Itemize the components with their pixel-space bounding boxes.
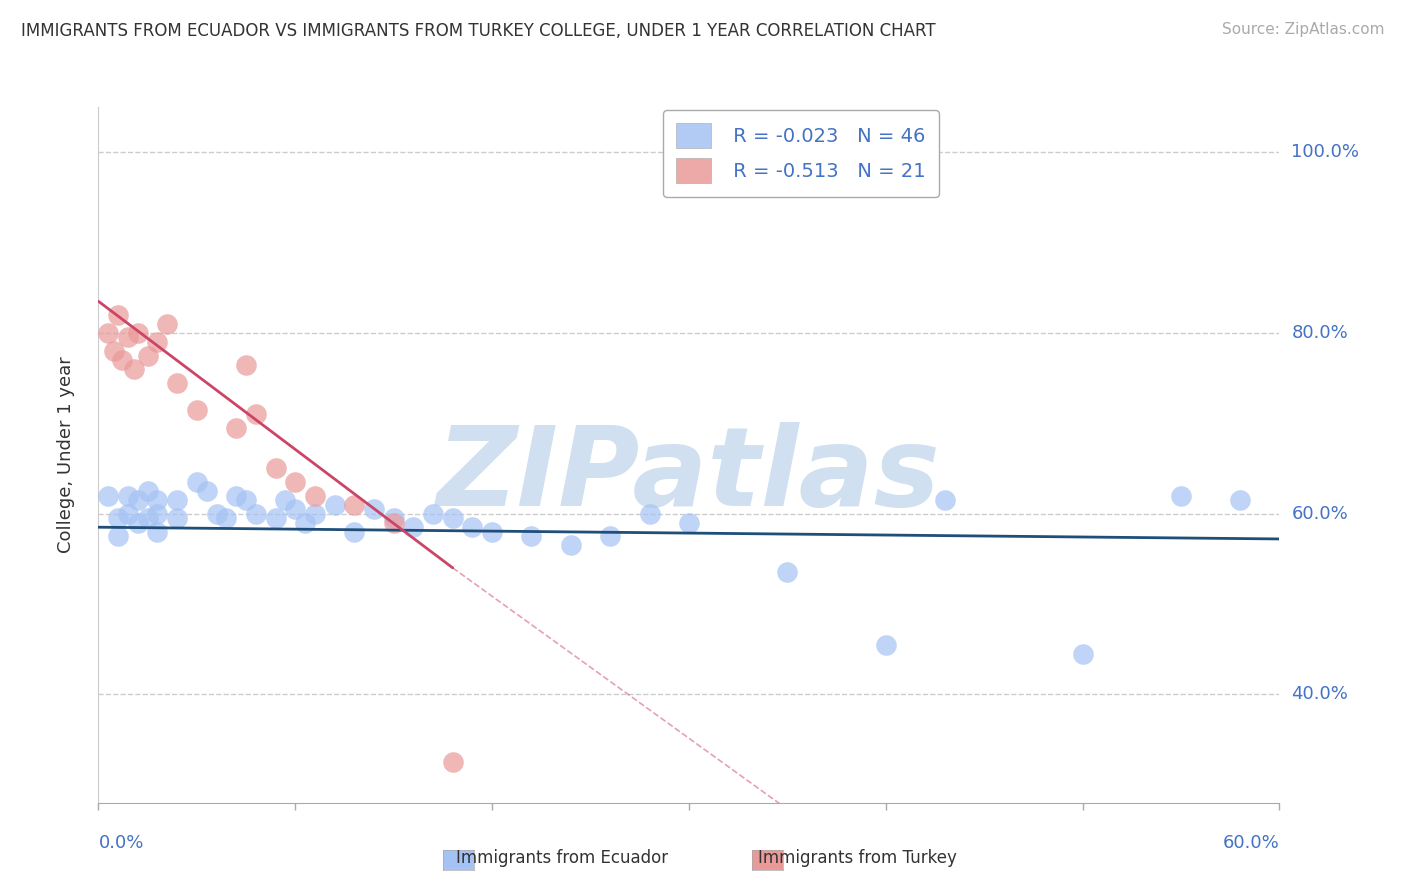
Point [382, 511, 405, 525]
Point [117, 330, 139, 344]
Text: ZIPatlas: ZIPatlas [437, 422, 941, 529]
Text: 0.0%: 0.0% [98, 834, 143, 852]
Point [304, 489, 326, 503]
Point [1229, 493, 1251, 508]
Point [107, 308, 129, 322]
Point [136, 349, 159, 363]
Point [195, 484, 218, 499]
Point [776, 566, 799, 580]
Point [136, 484, 159, 499]
Point [599, 529, 621, 543]
Point [284, 502, 307, 516]
Point [1170, 489, 1192, 503]
Point [678, 516, 700, 530]
Point [146, 524, 169, 539]
Text: 100.0%: 100.0% [1291, 144, 1360, 161]
Point [117, 507, 139, 521]
Point [166, 493, 188, 508]
Point [186, 475, 208, 489]
Point [245, 407, 267, 421]
Point [560, 538, 582, 552]
Point [264, 511, 287, 525]
Point [127, 516, 149, 530]
Point [520, 529, 543, 543]
Point [103, 344, 125, 359]
Point [186, 402, 208, 417]
Point [441, 511, 464, 525]
Point [481, 524, 503, 539]
Point [127, 493, 149, 508]
Point [875, 638, 897, 652]
Point [235, 358, 257, 372]
Point [97, 489, 120, 503]
Text: 60.0%: 60.0% [1291, 505, 1348, 523]
Text: 40.0%: 40.0% [1291, 685, 1348, 704]
Point [382, 516, 405, 530]
Text: Source: ZipAtlas.com: Source: ZipAtlas.com [1222, 22, 1385, 37]
Point [166, 376, 188, 390]
Point [638, 507, 661, 521]
Point [461, 520, 484, 534]
Text: 80.0%: 80.0% [1291, 324, 1348, 342]
Point [441, 755, 464, 769]
Y-axis label: College, Under 1 year: College, Under 1 year [56, 357, 75, 553]
Text: IMMIGRANTS FROM ECUADOR VS IMMIGRANTS FROM TURKEY COLLEGE, UNDER 1 YEAR CORRELAT: IMMIGRANTS FROM ECUADOR VS IMMIGRANTS FR… [21, 22, 936, 40]
Point [111, 353, 134, 368]
Point [294, 516, 316, 530]
Text: Immigrants from Ecuador: Immigrants from Ecuador [457, 849, 668, 867]
Point [225, 489, 247, 503]
Point [934, 493, 956, 508]
Point [274, 493, 297, 508]
Legend:  R = -0.023   N = 46,  R = -0.513   N = 21: R = -0.023 N = 46, R = -0.513 N = 21 [662, 110, 939, 197]
Point [225, 421, 247, 435]
Point [304, 507, 326, 521]
Point [107, 529, 129, 543]
Point [146, 493, 169, 508]
Point [156, 317, 179, 331]
Text: Immigrants from Turkey: Immigrants from Turkey [758, 849, 957, 867]
Point [122, 362, 145, 376]
Point [422, 507, 444, 521]
Point [107, 511, 129, 525]
Point [1071, 647, 1094, 661]
Point [363, 502, 385, 516]
Point [117, 489, 139, 503]
Point [146, 507, 169, 521]
Point [97, 326, 120, 340]
Point [146, 334, 169, 349]
Point [235, 493, 257, 508]
Point [264, 461, 287, 475]
Point [343, 524, 366, 539]
Point [343, 498, 366, 512]
Point [215, 511, 238, 525]
Point [245, 507, 267, 521]
Text: 60.0%: 60.0% [1223, 834, 1279, 852]
Point [284, 475, 307, 489]
Point [205, 507, 228, 521]
Point [136, 511, 159, 525]
Point [127, 326, 149, 340]
Point [402, 520, 425, 534]
Point [323, 498, 346, 512]
Point [166, 511, 188, 525]
